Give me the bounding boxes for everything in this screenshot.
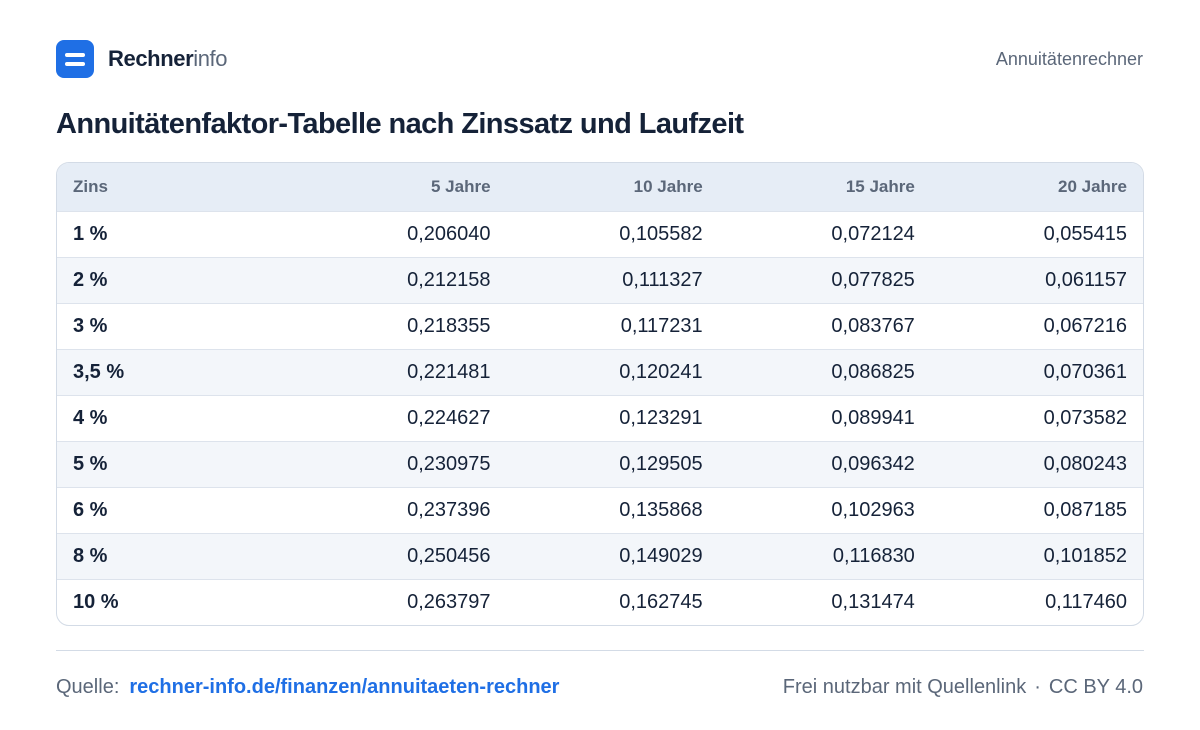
rate-cell: 1 % <box>73 222 108 245</box>
rate-cell: 3,5 % <box>73 360 125 383</box>
factor-cell: 0,117460 <box>1045 590 1127 613</box>
column-header: 20 Jahre <box>1058 176 1127 196</box>
factor-cell: 0,101852 <box>1043 544 1127 567</box>
rate-cell: 10 % <box>73 590 119 613</box>
factor-cell: 0,218355 <box>407 314 491 337</box>
factor-cell: 0,237396 <box>407 498 491 521</box>
factor-cell: 0,263797 <box>407 590 491 613</box>
rate-cell: 5 % <box>73 452 108 475</box>
factor-cell: 0,067216 <box>1043 314 1127 337</box>
column-header: 15 Jahre <box>845 176 915 196</box>
rate-cell: 4 % <box>73 406 108 429</box>
factor-cell: 0,102963 <box>831 498 915 521</box>
factor-cell: 0,162745 <box>619 590 703 613</box>
factor-cell: 0,070361 <box>1043 360 1127 383</box>
factor-cell: 0,072124 <box>831 222 915 245</box>
factor-cell: 0,077825 <box>831 268 915 291</box>
page-title: Annuitätenfaktor-Tabelle nach Zinssatz u… <box>56 108 744 140</box>
table-row: 3,5 % 0,221481 0,120241 0,086825 0,070361 <box>57 349 1143 395</box>
license-name[interactable]: CC BY 4.0 <box>1048 676 1143 698</box>
factor-cell: 0,123291 <box>619 406 703 429</box>
factor-cell: 0,230975 <box>407 452 491 475</box>
factor-cell: 0,080243 <box>1043 452 1127 475</box>
factor-cell: 0,250456 <box>407 544 491 567</box>
table-header-row: Zins 5 Jahre 10 Jahre 15 Jahre 20 Jahre <box>57 163 1143 211</box>
rate-cell: 8 % <box>73 544 108 567</box>
factor-cell: 0,111327 <box>622 268 703 291</box>
factor-cell: 0,083767 <box>831 314 915 337</box>
annuity-factor-table: Zins 5 Jahre 10 Jahre 15 Jahre 20 Jahre 1 % 0… <box>56 162 1144 626</box>
factor-cell: 0,073582 <box>1043 406 1127 429</box>
factor-cell: 0,129505 <box>619 452 703 475</box>
top-bar: Rechnerinfo Annuitätenrechner <box>56 40 1143 78</box>
table-row: 5 % 0,230975 0,129505 0,096342 0,080243 <box>57 441 1143 487</box>
factor-cell: 0,135868 <box>619 498 703 521</box>
table-row: 8 % 0,250456 0,149029 0,116830 0,101852 <box>57 533 1143 579</box>
factor-cell: 0,061157 <box>1045 268 1127 291</box>
table-row: 6 % 0,237396 0,135868 0,102963 0,087185 <box>57 487 1143 533</box>
table-row: 4 % 0,224627 0,123291 0,089941 0,073582 <box>57 395 1143 441</box>
factor-cell: 0,206040 <box>407 222 491 245</box>
factor-cell: 0,131474 <box>831 590 915 613</box>
table-row: 2 % 0,212158 0,111327 0,077825 0,061157 <box>57 257 1143 303</box>
source-link[interactable]: rechner-info.de/finanzen/annuitaeten-rec… <box>129 676 560 698</box>
menu-lines-icon <box>56 40 94 78</box>
table-row: 3 % 0,218355 0,117231 0,083767 0,067216 <box>57 303 1143 349</box>
table-row: 1 % 0,206040 0,105582 0,072124 0,055415 <box>57 211 1143 257</box>
footer: Quelle: rechner-info.de/finanzen/annuitae… <box>56 676 1143 699</box>
brand-name-light: info <box>193 46 228 71</box>
rate-cell: 2 % <box>73 268 108 291</box>
column-header-zins: Zins <box>73 176 108 196</box>
column-header: 5 Jahre <box>430 176 491 196</box>
factor-cell: 0,224627 <box>407 406 491 429</box>
footer-divider <box>56 650 1144 651</box>
factor-cell: 0,089941 <box>831 406 915 429</box>
factor-cell: 0,120241 <box>619 360 703 383</box>
factor-cell: 0,221481 <box>407 360 491 383</box>
factor-cell: 0,105582 <box>619 222 703 245</box>
factor-cell: 0,086825 <box>831 360 915 383</box>
table-body: 1 % 0,206040 0,105582 0,072124 0,055415 2 % 0,… <box>57 211 1143 625</box>
factor-cell: 0,116830 <box>832 544 915 567</box>
license-info: Frei nutzbar mit Quellenlink · CC BY 4.0 <box>783 676 1143 699</box>
factor-cell: 0,087185 <box>1043 498 1127 521</box>
separator-dot: · <box>1034 676 1041 698</box>
factor-cell: 0,149029 <box>619 544 703 567</box>
page-label: Annuitätenrechner <box>995 48 1143 69</box>
data-table: Zins 5 Jahre 10 Jahre 15 Jahre 20 Jahre 1 % 0… <box>57 163 1143 625</box>
column-header: 10 Jahre <box>633 176 703 196</box>
factor-cell: 0,096342 <box>831 452 915 475</box>
table-row: 10 % 0,263797 0,162745 0,131474 0,117460 <box>57 579 1143 625</box>
source-label: Quelle: <box>56 676 120 698</box>
source: Quelle: rechner-info.de/finanzen/annuitae… <box>56 676 559 699</box>
rate-cell: 6 % <box>73 498 108 521</box>
rate-cell: 3 % <box>73 314 108 337</box>
factor-cell: 0,117231 <box>620 314 703 337</box>
factor-cell: 0,212158 <box>407 268 491 291</box>
license-text: Frei nutzbar mit Quellenlink <box>782 676 1027 698</box>
brand-name-strong: Rechner <box>108 46 194 71</box>
brand-name: Rechnerinfo <box>108 46 228 72</box>
brand-logo[interactable]: Rechnerinfo <box>56 40 228 78</box>
factor-cell: 0,055415 <box>1043 222 1127 245</box>
